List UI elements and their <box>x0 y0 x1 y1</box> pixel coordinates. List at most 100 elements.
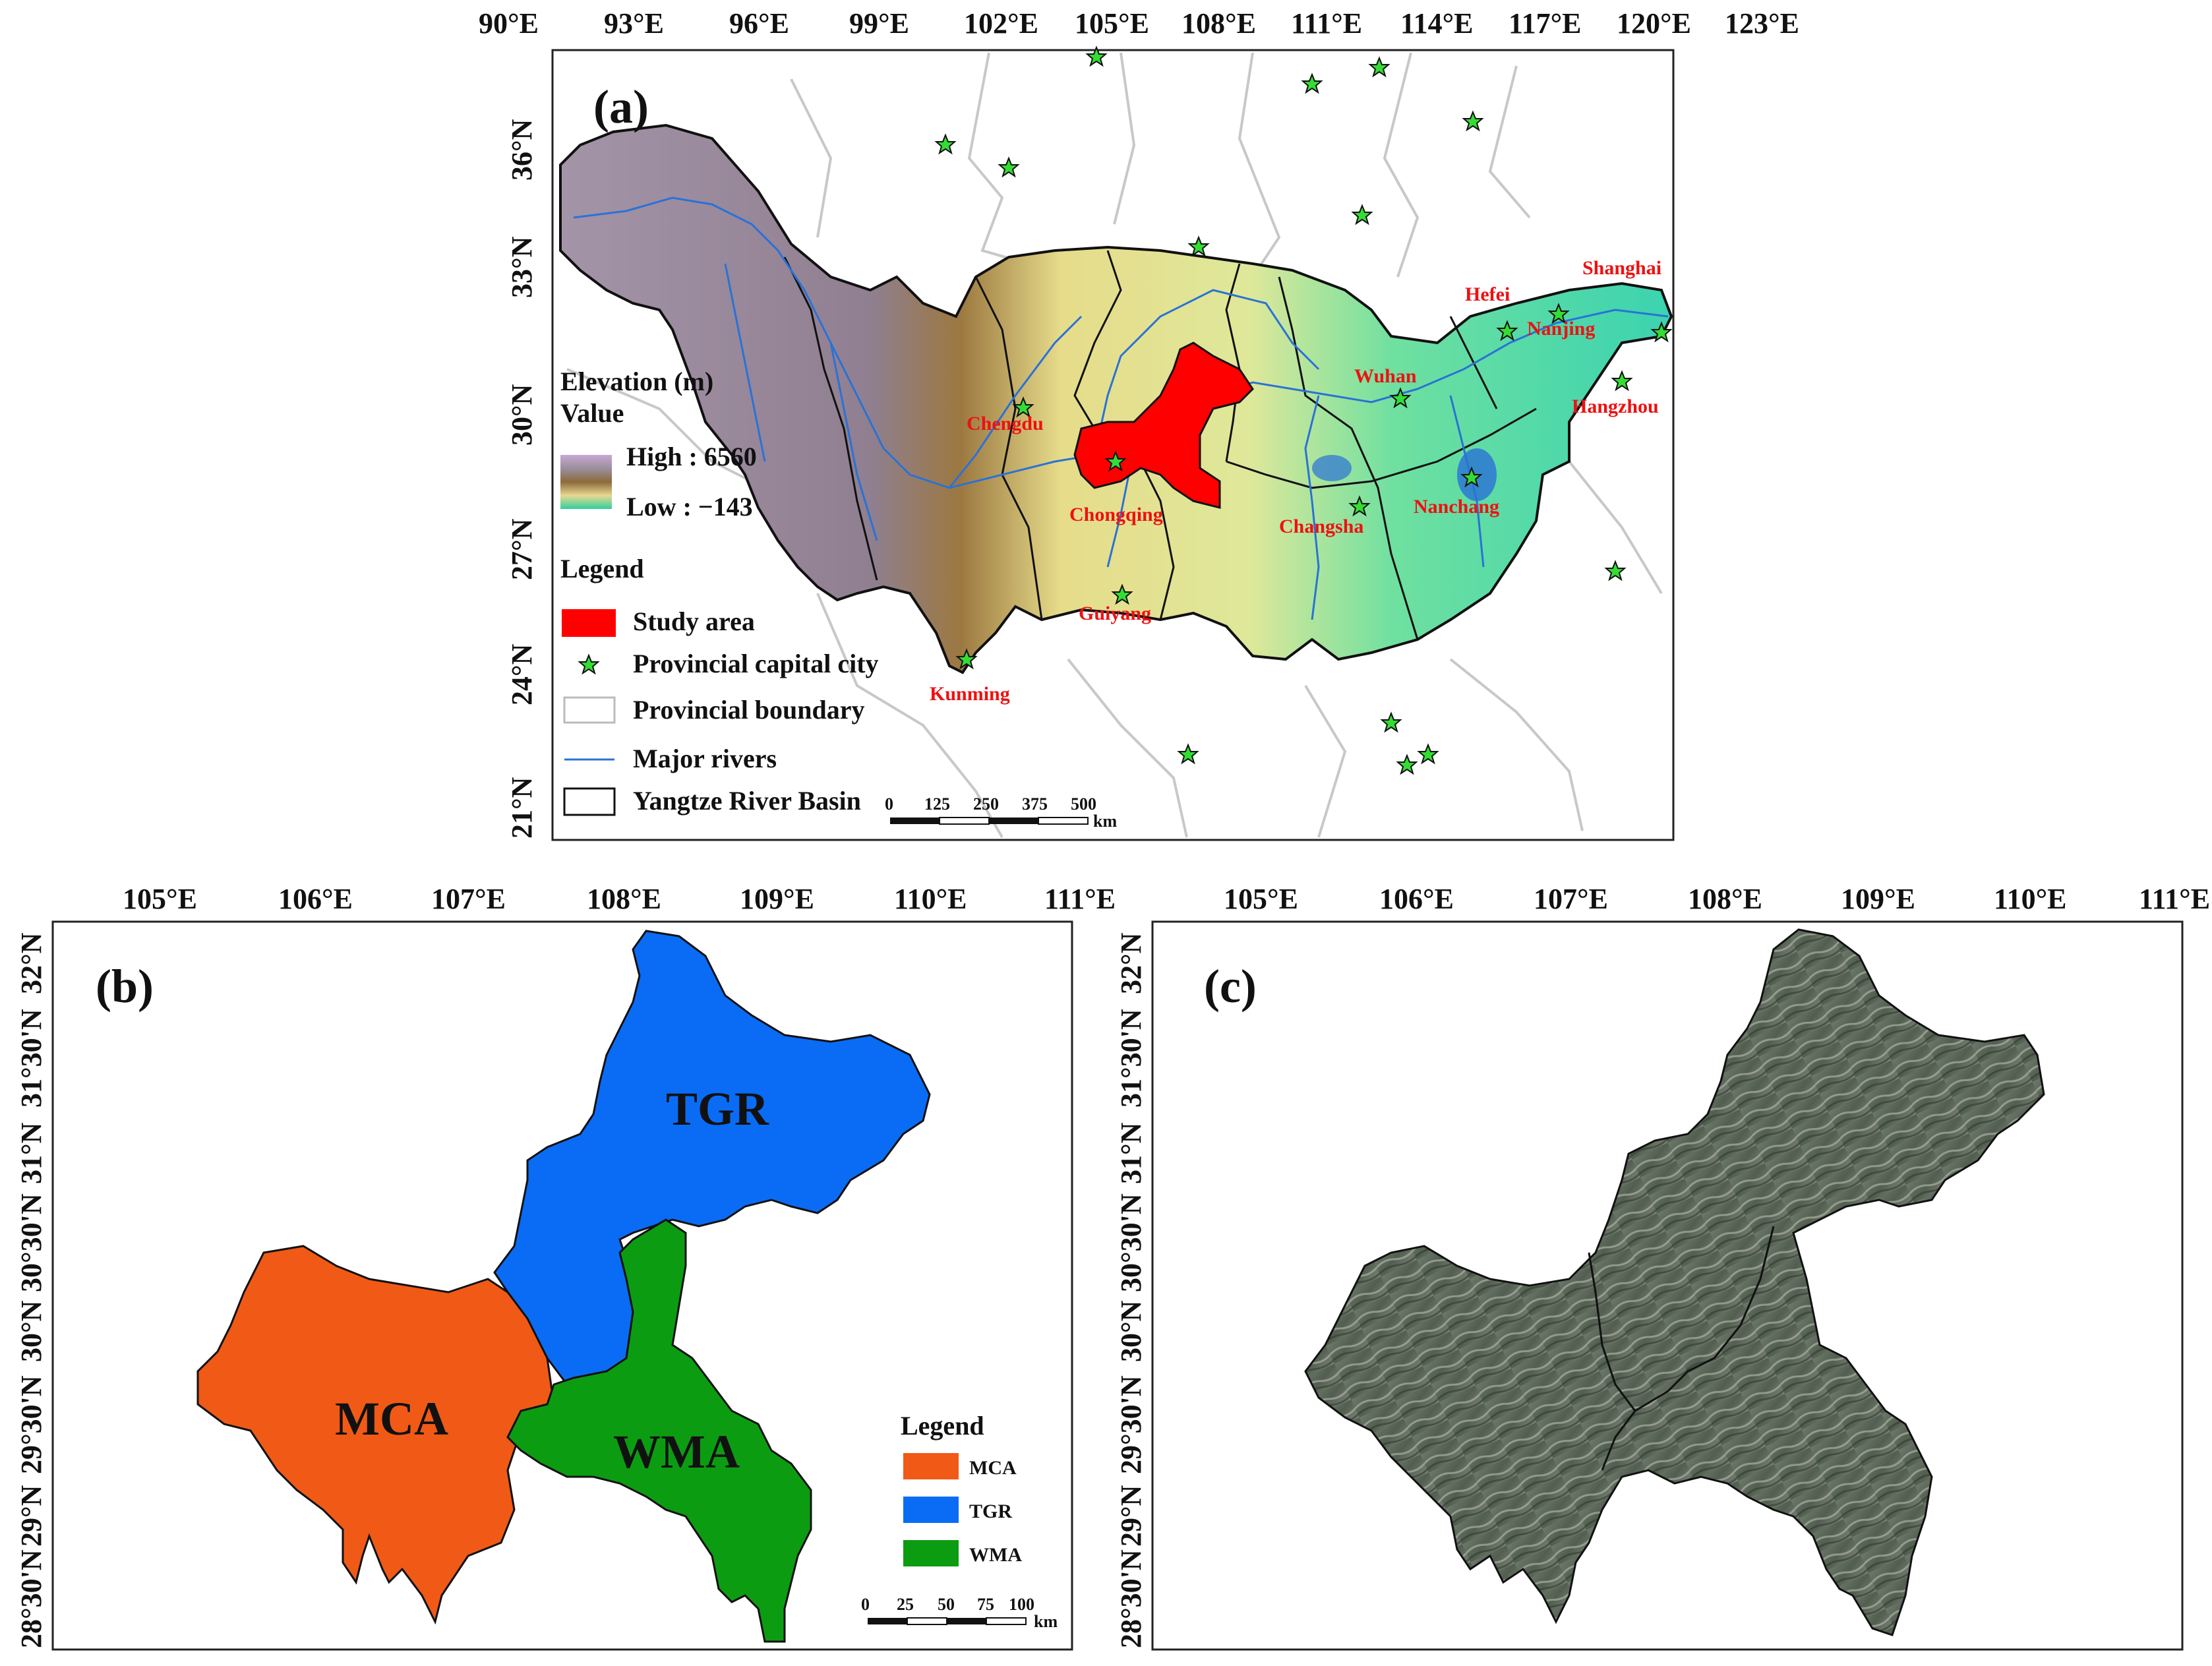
panel-b-lon-ticks: 105°E 106°E 107°E 108°E 109°E 110°E 111°… <box>123 883 1116 915</box>
lon-tick: 110°E <box>1994 883 2067 915</box>
panel-b: TGR MCA WMA (b) Legend MCA TGR WMA 0 25 … <box>15 883 1116 1651</box>
lon-tick: 93°E <box>604 7 664 40</box>
panel-b-lat-ticks: 32°N 31°30'N 31°N 30°30'N 30°N 29°30'N 2… <box>15 932 47 1648</box>
legend-tgr-swatch <box>903 1497 959 1523</box>
lat-tick: 31°N <box>15 1122 47 1184</box>
legend-b-title: Legend <box>901 1411 984 1441</box>
lat-tick: 30°N <box>1115 1300 1147 1362</box>
lon-tick: 109°E <box>1841 883 1915 915</box>
region-mca <box>196 1245 555 1625</box>
legend-capital: Provincial capital city <box>633 649 879 678</box>
scale-a-0: 0 <box>885 794 893 814</box>
scale-b-50: 50 <box>938 1595 955 1614</box>
scale-a-unit: km <box>1093 812 1117 831</box>
city-label-nanjing: Nanjing <box>1527 318 1595 340</box>
city-label-guiyang: Guiyang <box>1079 603 1151 624</box>
lon-tick: 111°E <box>2139 883 2210 915</box>
lat-tick: 32°N <box>15 932 47 994</box>
scale-bar-a: 0 125 250 375 500 km <box>885 794 1117 831</box>
lon-tick: 107°E <box>1534 883 1608 915</box>
city-label-kunming: Kunming <box>930 683 1010 705</box>
panel-c: (c) 105°E 106°E 107°E 108°E 109°E 110°E … <box>1115 883 2210 1651</box>
lon-tick: 123°E <box>1725 7 1799 40</box>
lon-tick: 111°E <box>1044 883 1116 915</box>
city-label-shanghai: Shanghai <box>1582 257 1661 279</box>
legend-basin-swatch <box>563 787 616 816</box>
lon-tick: 109°E <box>740 883 814 915</box>
star-icon <box>1611 370 1633 392</box>
lon-tick: 105°E <box>1224 883 1298 915</box>
provincial-boundaries <box>566 52 1663 838</box>
star-icon <box>1380 711 1402 733</box>
scale-a-250: 250 <box>973 794 999 814</box>
legend-rivers: Major rivers <box>633 744 777 773</box>
scale-b-unit: km <box>1034 1612 1058 1631</box>
scale-b-25: 25 <box>897 1595 914 1614</box>
city-label-chongqing: Chongqing <box>1069 504 1163 525</box>
star-icon <box>1348 495 1371 517</box>
legend-basin: Yangtze River Basin <box>633 786 861 816</box>
lon-tick: 117°E <box>1509 7 1582 40</box>
star-icon <box>934 133 957 155</box>
panel-c-lon-ticks: 105°E 106°E 107°E 108°E 109°E 110°E 111°… <box>1224 883 2210 915</box>
scale-a-125: 125 <box>924 794 950 814</box>
panel-c-label: (c) <box>1204 960 1257 1013</box>
panel-a-lon-ticks: 90°E 93°E 96°E 99°E 102°E 105°E 108°E 11… <box>479 7 1799 40</box>
panel-a-label: (a) <box>593 80 649 133</box>
lon-tick: 106°E <box>1379 883 1454 915</box>
lat-tick: 30°N <box>15 1300 47 1362</box>
lon-tick: 105°E <box>1075 7 1149 40</box>
lon-tick: 106°E <box>278 883 353 915</box>
scale-b-0: 0 <box>861 1595 870 1614</box>
star-icon <box>1187 235 1210 257</box>
label-tgr: TGR <box>666 1083 769 1135</box>
star-icon <box>1389 387 1412 409</box>
region-tgr <box>493 930 931 1386</box>
scale-a-500: 500 <box>1071 794 1096 814</box>
major-rivers <box>573 196 1669 620</box>
lon-tick: 107°E <box>431 883 506 915</box>
lat-tick: 29°30'N <box>15 1375 47 1474</box>
lat-tick: 30°30'N <box>15 1193 47 1292</box>
lat-tick: 28°30'N <box>15 1549 47 1648</box>
legend-mca-swatch <box>903 1453 959 1479</box>
star-icon <box>955 648 978 670</box>
legend-star-icon <box>578 653 600 675</box>
scale-b-75: 75 <box>977 1595 994 1614</box>
legend-a-title: Legend <box>560 554 644 583</box>
provincial-capital-stars <box>934 45 1673 775</box>
legend-wma-swatch <box>903 1540 959 1566</box>
lon-tick: 96°E <box>729 7 789 40</box>
lon-tick: 90°E <box>479 7 539 40</box>
city-label-chengdu: Chengdu <box>967 413 1044 434</box>
lat-tick: 30°30'N <box>1115 1193 1147 1292</box>
city-label-changsha: Changsha <box>1279 516 1363 537</box>
region-wma <box>506 1218 812 1643</box>
legend-study-area: Study area <box>633 607 755 636</box>
lat-tick: 31°N <box>1115 1122 1147 1184</box>
lat-tick: 33°N <box>506 236 538 298</box>
city-label-nanchang: Nanchang <box>1414 496 1499 518</box>
star-icon <box>1460 466 1483 488</box>
lon-tick: 110°E <box>894 883 967 915</box>
lat-tick: 29°N <box>15 1485 47 1547</box>
panel-a-lat-ticks: 36°N 33°N 30°N 27°N 24°N 21°N <box>506 119 538 839</box>
legend-boundary-swatch <box>563 696 616 724</box>
star-icon <box>1650 321 1673 343</box>
label-mca: MCA <box>335 1392 448 1445</box>
legend-tgr: TGR <box>969 1501 1012 1522</box>
lon-tick: 108°E <box>587 883 661 915</box>
elevation-low: Low : −143 <box>626 492 753 521</box>
panel-c-lat-ticks: 32°N 31°30'N 31°N 30°30'N 30°N 29°30'N 2… <box>1115 932 1147 1648</box>
star-icon <box>1104 450 1127 472</box>
lat-tick: 31°30'N <box>15 1009 47 1108</box>
lon-tick: 105°E <box>123 883 197 915</box>
lat-tick: 21°N <box>506 777 538 839</box>
lat-tick: 29°30'N <box>1115 1375 1147 1474</box>
scale-b-100: 100 <box>1009 1595 1034 1614</box>
star-icon <box>1177 743 1199 765</box>
lat-tick: 32°N <box>1115 932 1147 994</box>
star-icon <box>1496 320 1518 342</box>
star-icon <box>1012 396 1034 418</box>
lon-tick: 120°E <box>1617 7 1691 40</box>
